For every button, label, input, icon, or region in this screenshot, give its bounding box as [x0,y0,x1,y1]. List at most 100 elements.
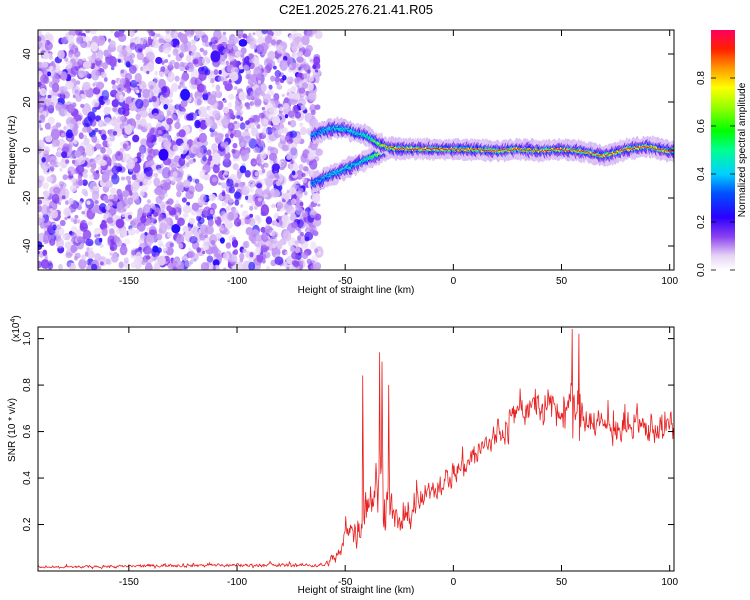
noise-blob [145,262,152,270]
noise-blob [87,56,92,60]
noise-blob [59,219,66,227]
noise-blob [224,220,233,229]
noise-blob [112,253,118,258]
noise-blob [204,245,210,250]
noise-blob [94,237,102,246]
noise-blob [83,137,90,146]
noise-blob [286,154,292,160]
noise-blob [117,107,126,115]
noise-blob [258,240,263,247]
noise-blob [134,216,141,224]
noise-blob [62,104,67,109]
noise-blob [219,224,225,231]
noise-blob [310,241,317,250]
noise-blob [115,218,125,229]
noise-blob [199,194,207,203]
noise-blob [252,32,256,36]
noise-blob [198,211,203,215]
noise-blob [298,66,302,71]
noise-blob [78,31,82,36]
noise-blob [138,238,145,245]
noise-blob [263,118,269,126]
noise-blob [298,164,304,171]
noise-blob [301,82,308,89]
noise-blob [172,144,179,152]
noise-blob [94,128,99,133]
noise-blob [215,84,221,92]
noise-blob [84,260,89,265]
noise-blob [255,188,264,198]
noise-blob [282,75,287,81]
noise-blob [233,86,238,91]
noise-blob [237,172,242,180]
noise-blob [84,251,89,257]
noise-blob [260,164,265,170]
noise-blob [144,231,148,236]
noise-blob [127,197,134,205]
noise-blob [288,62,297,71]
noise-blob [152,149,160,156]
noise-blob [119,147,125,153]
noise-blob [283,192,291,201]
noise-blob [82,179,88,186]
noise-blob [218,69,222,75]
noise-blob [222,81,228,86]
noise-blob [244,170,251,178]
noise-blob [166,205,172,212]
noise-blob [177,217,185,226]
noise-blob [210,78,215,84]
noise-blob [69,184,77,193]
noise-blob [276,84,283,90]
noise-blob [106,141,113,148]
noise-blob [175,215,179,220]
noise-blob [50,128,60,140]
noise-blob [79,222,89,232]
noise-blob [279,106,284,112]
noise-blob [83,169,88,174]
noise-blob [174,75,180,82]
noise-blob [38,36,42,42]
noise-blob [154,186,163,196]
noise-blob [39,114,46,124]
noise-blob [214,90,223,99]
noise-blob [260,244,268,253]
noise-blob [308,76,314,82]
noise-blob [273,65,277,70]
noise-blob [287,121,291,126]
noise-blob [284,114,289,119]
noise-blob [295,184,300,189]
noise-blob [309,158,318,170]
noise-blob [102,62,108,70]
noise-blob [181,197,187,203]
noise-blob [303,190,308,196]
noise-blob [51,82,60,93]
noise-blob [112,106,118,113]
noise-blob [108,201,113,207]
noise-blob [64,207,70,213]
noise-blob [155,255,159,260]
noise-blob [207,94,217,106]
noise-blob [179,81,185,88]
noise-blob [250,82,254,88]
noise-blob [131,191,139,201]
noise-blob [291,170,296,176]
noise-blob [227,102,233,108]
noise-blob [49,159,57,166]
noise-blob [222,48,229,55]
noise-blob [58,263,63,270]
noise-blob [146,70,150,75]
noise-blob [179,52,185,58]
noise-blob [168,61,173,67]
noise-blob [273,93,280,101]
noise-blob [56,162,63,167]
noise-blob [101,89,110,101]
noise-blob [82,57,86,62]
noise-blob [136,152,142,158]
noise-blob [260,204,270,216]
noise-blob [152,112,159,120]
noise-blob [46,176,53,183]
noise-blob [73,124,79,130]
noise-blob [207,219,214,227]
noise-blob [91,98,100,108]
noise-blob [55,151,62,158]
